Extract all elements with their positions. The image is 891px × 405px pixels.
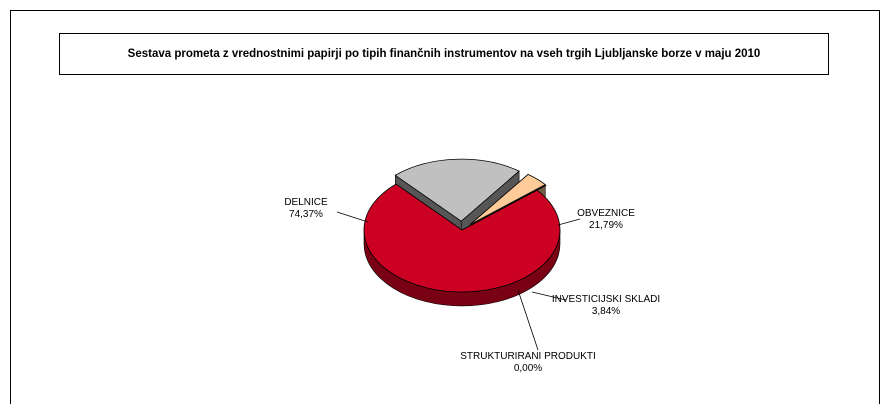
slice-label: OBVEZNICE	[577, 208, 635, 219]
slice-percent-label: 74,37%	[289, 209, 323, 220]
slice-label: INVESTICIJSKI SKLADI	[552, 294, 660, 305]
leader-line	[557, 218, 581, 226]
leader-line	[517, 289, 539, 351]
slice-percent-label: 21,79%	[589, 220, 623, 231]
leader-line	[531, 291, 567, 301]
slice-delnice	[363, 183, 561, 293]
slice-percent-label: 0,00%	[514, 363, 542, 374]
chart-title-box: Sestava prometa z vrednostnimi papirji p…	[59, 33, 829, 75]
slice-percent-label: 3,84%	[592, 306, 620, 317]
leader-line	[336, 211, 369, 223]
slice-investicijski-skladi	[469, 173, 547, 225]
slice-obveznice	[394, 158, 520, 222]
chart-frame	[10, 10, 880, 404]
chart-title: Sestava prometa z vrednostnimi papirji p…	[127, 48, 761, 60]
slice-label: STRUKTURIRANI PRODUKTI	[460, 351, 596, 362]
slice-label: DELNICE	[284, 197, 328, 208]
